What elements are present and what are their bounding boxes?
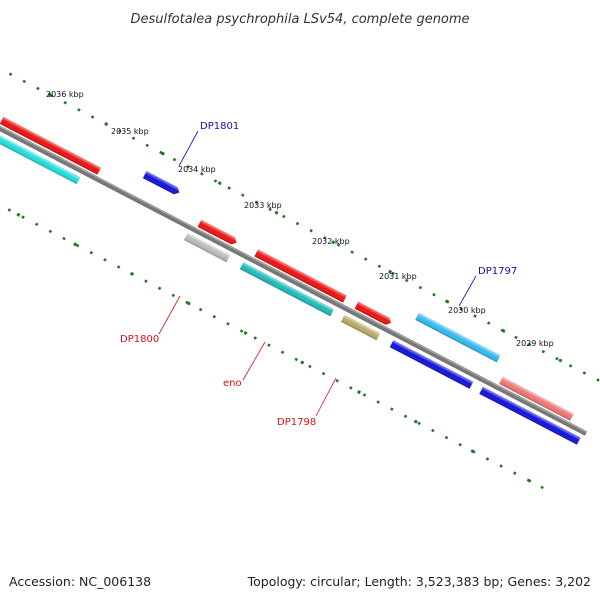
forward-strand-genes (0, 116, 574, 421)
gene-red-forward-2[interactable] (197, 219, 239, 246)
outer-scale-ticks (0, 29, 600, 384)
gene-blue-reverse-1[interactable] (389, 340, 474, 389)
genome-track (0, 29, 600, 491)
genome-summary: Topology: circular; Length: 3,523,383 bp… (247, 574, 591, 589)
gene-olive-reverse-dp1798[interactable] (340, 314, 381, 341)
scale-label: 2034 kbp (178, 165, 216, 174)
gene-red-forward-4[interactable] (354, 301, 393, 326)
scale-label: 2029 kbp (516, 339, 554, 348)
gene-gray-reverse-dp1800[interactable] (183, 232, 231, 263)
gene-label-eno[interactable]: eno (223, 378, 242, 389)
gene-blue-forward-dp1801[interactable] (142, 171, 181, 196)
gene-red-forward-left[interactable] (0, 116, 102, 175)
gene-label-dp1798[interactable]: DP1798 (277, 417, 316, 428)
gene-callouts: DP1801 DP1797 DP1800 eno DP1798 (120, 121, 517, 428)
scale-label: 2030 kbp (448, 306, 486, 315)
genome-title: Desulfotalea psychrophila LSv54, complet… (130, 12, 469, 27)
gene-label-dp1801[interactable]: DP1801 (200, 121, 239, 132)
gene-salmon-forward[interactable] (499, 376, 574, 421)
scale-label: 2031 kbp (379, 272, 417, 281)
scale-label: 2032 kbp (312, 237, 350, 246)
scale-label: 2035 kbp (111, 127, 149, 136)
gene-red-forward-eno[interactable] (254, 249, 347, 303)
gene-blue-reverse-2[interactable] (479, 386, 581, 445)
scale-label: 2033 kbp (244, 201, 282, 210)
genome-backbone (0, 71, 588, 436)
gene-teal-reverse[interactable] (239, 262, 334, 317)
gene-cyan-reverse-left[interactable] (0, 130, 81, 185)
scale-labels: 2036 kbp 2035 kbp 2034 kbp 2033 kbp 2032… (46, 90, 554, 348)
scale-label: 2036 kbp (46, 90, 84, 99)
reverse-strand-genes (0, 130, 581, 445)
inner-scale-ticks (0, 137, 547, 491)
accession-label: Accession: NC_006138 (9, 574, 151, 589)
gene-label-dp1797[interactable]: DP1797 (478, 266, 517, 277)
gene-label-dp1800[interactable]: DP1800 (120, 334, 159, 345)
gene-lightblue-forward-dp1797[interactable] (415, 312, 501, 363)
